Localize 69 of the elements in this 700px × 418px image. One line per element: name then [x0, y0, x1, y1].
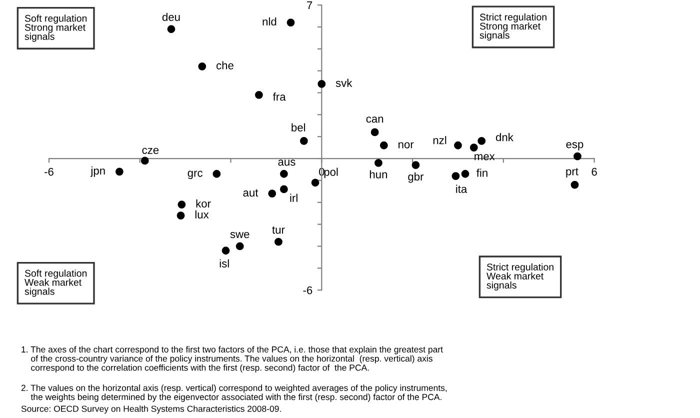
x-tick-label: -6: [44, 168, 54, 176]
point: [236, 242, 244, 250]
annotation: nld: [262, 17, 276, 26]
point: [178, 200, 186, 209]
annotation: fin: [476, 168, 488, 177]
point: [454, 141, 462, 150]
annotation: esp: [566, 142, 584, 150]
point: [570, 180, 579, 189]
annotation: bel: [292, 123, 306, 132]
point: [140, 156, 149, 165]
point: [374, 158, 382, 167]
annotation: ita: [456, 184, 468, 193]
point: [176, 212, 185, 220]
point: [274, 238, 282, 246]
point: [198, 62, 206, 70]
annotation: hun: [370, 170, 387, 178]
annotation: grc: [188, 170, 202, 180]
point: [254, 90, 263, 99]
point: [318, 80, 326, 88]
point: [268, 190, 276, 198]
annotation: nor: [398, 142, 414, 148]
annotation: Strict regulation Weak market signals: [486, 263, 554, 291]
annotation: dnk: [496, 133, 514, 142]
annotation: can: [366, 116, 384, 123]
annotation: tur: [272, 226, 285, 234]
point: [212, 170, 221, 178]
point: [478, 137, 486, 145]
annotation: aus: [278, 160, 296, 166]
annotation: nzl: [433, 136, 446, 144]
point: [167, 25, 176, 34]
point: [412, 161, 420, 170]
point: [300, 137, 308, 145]
annotation: gbr: [408, 172, 424, 183]
annotation: svk: [336, 78, 352, 87]
annotation: isl: [220, 259, 229, 268]
annotation: aut: [243, 189, 258, 197]
point: [280, 170, 288, 178]
x-tick-label: 0: [318, 168, 324, 176]
annotation: mex: [474, 154, 495, 160]
point: [461, 170, 470, 178]
point: [222, 246, 230, 255]
source-note: Source: OECD Survey on Health Systems Characteristics 2008-09.: [21, 405, 281, 414]
x-tick-label: 6: [592, 168, 597, 176]
annotation: Soft regulation Strong market signals: [24, 14, 87, 42]
point: [280, 185, 288, 194]
annotation: Strict regulation Strong market signals: [480, 13, 546, 41]
annotation: fra: [272, 92, 286, 101]
annotation: lux: [195, 210, 209, 219]
point: [452, 172, 460, 180]
point: [311, 178, 320, 187]
point: [574, 152, 582, 160]
y-tick-label: 7: [307, 1, 312, 10]
annotation: Soft regulation Weak market signals: [24, 270, 87, 297]
point: [286, 18, 295, 27]
annotation: che: [216, 61, 234, 70]
text: 2. The values on the horizontal axis (resp. vertical) correspond to weighted averages of the policy instruments, the weights being determined by the eigenvector associated with the first (resp. second) factor of the PCA.: [21, 384, 447, 402]
annotation: swe: [230, 232, 250, 238]
point: [115, 168, 124, 176]
point: [380, 141, 388, 150]
point: [370, 128, 379, 136]
annotation: pol: [324, 168, 338, 178]
annotation: irl: [290, 194, 298, 202]
annotation: prt: [566, 168, 578, 178]
annotation: cze: [142, 148, 159, 154]
annotation: kor: [196, 199, 211, 208]
annotation: jpn: [90, 166, 105, 177]
point: [470, 144, 478, 152]
text: 1. The axes of the chart correspond to the first two factors of the PCA, i.e. those that explain the greatest part of the cross-country variance of the policy instruments. The values on the horizontal (resp. vertical) axis correspond to the correlation coefficients with the first (resp. second) factor of the PCA.: [22, 346, 443, 372]
annotation: deu: [162, 12, 180, 22]
